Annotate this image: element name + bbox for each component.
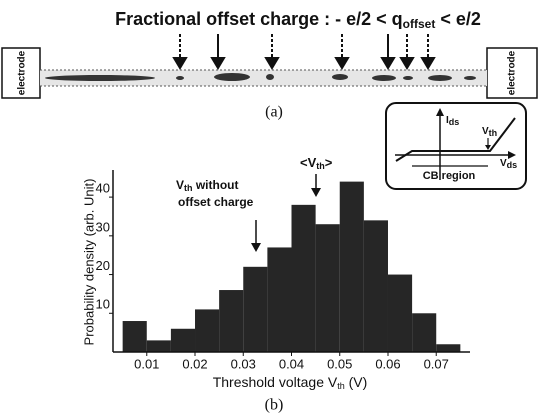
bar	[170, 328, 196, 352]
electrode-box	[486, 47, 538, 99]
bar	[363, 220, 388, 352]
arrows	[172, 34, 436, 70]
label-text: V	[500, 158, 507, 169]
panel-label: (a)	[265, 104, 283, 121]
label-text: V	[482, 126, 489, 137]
label-sub: th	[489, 128, 498, 138]
x-tick-label: 0.05	[327, 356, 352, 371]
electrode-box	[1, 47, 41, 99]
plot: 10 20 30 40 0.01 0.02 0.03 0.04 0.05 0.06 0.07	[96, 170, 470, 371]
bar	[219, 290, 244, 352]
label-sub: ds	[449, 117, 460, 127]
device-diagram: electrode electrode	[1, 34, 538, 99]
y-tick-label: 40	[96, 181, 110, 196]
electrode-label: electrode	[507, 50, 518, 95]
inset-region: CB region	[423, 170, 476, 182]
label-text: <V	[300, 155, 317, 170]
x-tick-label: 0.04	[279, 356, 304, 371]
x-tick-label: 0.03	[231, 356, 256, 371]
annotation: offset charge	[178, 195, 254, 209]
bar	[243, 266, 268, 352]
grains	[45, 73, 476, 81]
inset-threshold: Vth	[482, 126, 497, 139]
annotation: Vth without	[176, 178, 239, 193]
bar	[412, 313, 437, 352]
bar	[267, 247, 292, 352]
inset-x-label: Vds	[500, 158, 517, 171]
x-tick-label: 0.07	[424, 356, 449, 371]
label-sub: th	[337, 381, 345, 391]
figure-title: Fractional offset charge : - e/2 < qoffs…	[115, 9, 481, 31]
label-text: V	[176, 178, 184, 192]
bar	[387, 274, 413, 352]
channel	[40, 70, 487, 86]
x-tick-label: 0.06	[375, 356, 400, 371]
label-text: I	[446, 115, 449, 126]
title-text: < e/2	[435, 9, 481, 29]
annotation-arrow	[251, 243, 261, 252]
label-sub: th	[184, 183, 193, 193]
y-axis-title: Probability density (arb. Unit)	[81, 179, 96, 346]
inset: Ids Vth Vds CB region	[385, 102, 527, 190]
electrode-label: electrode	[17, 50, 28, 95]
label-text: (V)	[345, 374, 368, 390]
inset-y-label: Ids	[446, 115, 459, 128]
panel-label: (b)	[265, 397, 284, 414]
y-tick-label: 30	[96, 219, 110, 234]
x-tick-label: 0.02	[182, 356, 207, 371]
x-tick-label: 0.01	[134, 356, 159, 371]
bar	[436, 344, 461, 352]
bar	[339, 181, 364, 352]
x-axis-title: Threshold voltage Vth (V)	[213, 374, 368, 392]
annotation: <Vth>	[300, 155, 333, 171]
y-tick-label: 20	[96, 258, 110, 273]
label-sub: ds	[507, 160, 518, 170]
y-tick-label: 10	[96, 297, 110, 312]
label-sub: th	[316, 161, 325, 171]
title-text: Fractional offset charge : - e/2 < q	[115, 9, 403, 29]
title-sub: offset	[403, 17, 436, 31]
label-text: Threshold voltage V	[213, 374, 338, 390]
label-text: without	[193, 178, 239, 192]
bar	[195, 309, 220, 352]
annotation-arrow	[311, 188, 321, 197]
label-text: >	[325, 155, 333, 170]
bar	[315, 224, 340, 352]
bar	[146, 340, 171, 352]
bar	[122, 321, 147, 352]
bar	[291, 204, 316, 352]
